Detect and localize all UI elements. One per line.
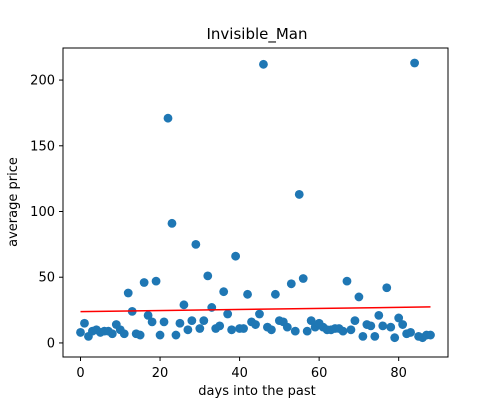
data-point — [343, 277, 352, 286]
data-point — [223, 310, 232, 319]
data-point — [255, 310, 264, 319]
y-tick-label: 100 — [30, 205, 55, 220]
data-point — [295, 190, 304, 199]
data-point — [347, 325, 356, 334]
data-point — [410, 59, 419, 68]
x-tick-label: 80 — [390, 366, 407, 381]
data-point — [231, 252, 240, 261]
data-point — [187, 316, 196, 325]
data-point — [291, 327, 300, 336]
data-point — [299, 274, 308, 283]
data-point — [259, 60, 268, 69]
data-point — [108, 329, 117, 338]
data-point — [355, 293, 364, 302]
data-point — [382, 283, 391, 292]
data-point — [426, 331, 435, 340]
data-point — [398, 320, 407, 329]
data-points — [76, 59, 435, 343]
data-point — [339, 327, 348, 336]
data-point — [303, 327, 312, 336]
data-point — [183, 325, 192, 334]
data-point — [366, 321, 375, 330]
data-point — [227, 325, 236, 334]
y-tick-label: 150 — [30, 139, 55, 154]
data-point — [176, 319, 185, 328]
chart-title: Invisible_Man — [206, 25, 307, 44]
data-point — [80, 319, 89, 328]
data-point — [140, 278, 149, 287]
y-tick-label: 200 — [30, 74, 55, 89]
data-point — [164, 114, 173, 123]
x-tick-label: 40 — [231, 366, 248, 381]
data-point — [172, 331, 181, 340]
data-point — [168, 219, 177, 228]
data-point — [267, 325, 276, 334]
data-point — [386, 323, 395, 332]
data-point — [370, 332, 379, 341]
data-point — [199, 316, 208, 325]
data-point — [243, 290, 252, 299]
data-point — [136, 331, 145, 340]
data-point — [287, 279, 296, 288]
data-point — [156, 331, 165, 340]
data-point — [215, 321, 224, 330]
data-point — [390, 333, 399, 342]
y-axis-label: average price — [6, 157, 21, 247]
data-point — [219, 287, 228, 296]
data-point — [191, 240, 200, 249]
x-tick-label: 20 — [152, 366, 169, 381]
data-point — [148, 318, 157, 327]
data-point — [271, 290, 280, 299]
data-point — [283, 323, 292, 332]
data-point — [378, 321, 387, 330]
x-tick-label: 60 — [311, 366, 328, 381]
y-tick-label: 0 — [47, 336, 55, 351]
data-point — [406, 328, 415, 337]
data-point — [374, 311, 383, 320]
data-point — [152, 277, 161, 286]
data-point — [76, 328, 85, 337]
x-axis-label: days into the past — [198, 384, 315, 399]
data-point — [251, 320, 260, 329]
x-axis-ticks: 0 20 40 60 80 — [76, 357, 407, 381]
data-point — [120, 329, 129, 338]
data-point — [358, 332, 367, 341]
x-tick-label: 0 — [76, 366, 84, 381]
y-tick-label: 50 — [38, 271, 55, 286]
data-point — [351, 316, 360, 325]
data-point — [160, 318, 169, 327]
data-point — [239, 324, 248, 333]
data-point — [180, 300, 189, 309]
data-point — [195, 324, 204, 333]
y-axis-ticks: 0 50 100 150 200 — [30, 74, 63, 352]
data-point — [124, 289, 133, 298]
data-point — [203, 272, 212, 281]
